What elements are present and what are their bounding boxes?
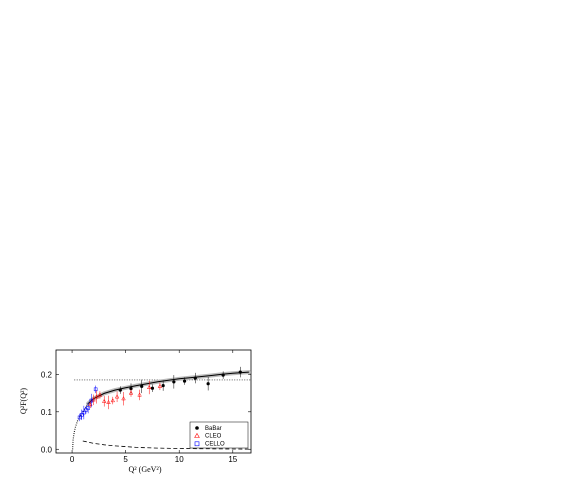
babar-point <box>118 388 122 392</box>
babar-point <box>221 373 225 377</box>
babar-point <box>193 376 197 380</box>
y-tick-label: 0.2 <box>41 370 53 379</box>
legend-cleo-marker <box>194 432 200 438</box>
x-axis-title: Q² (GeV²) <box>128 465 161 474</box>
cello-point <box>93 387 98 392</box>
cleo-point <box>110 398 116 403</box>
x-tick-label: 0 <box>70 455 75 464</box>
cleo-point <box>114 394 120 399</box>
cleo-point <box>91 397 96 402</box>
cello-point <box>89 398 94 403</box>
cleo-point <box>101 398 107 403</box>
cello-point <box>86 406 90 410</box>
legend-cello-label: CELLO <box>205 442 225 448</box>
babar-point <box>161 383 165 388</box>
cello-point <box>77 415 82 420</box>
x-tick-label: 5 <box>123 455 128 464</box>
cleo-point <box>146 384 152 390</box>
y-axis-title: Q²F(Q²) <box>19 388 28 414</box>
cello-point <box>84 408 88 412</box>
legend-cleo-label: CLEO <box>205 434 222 440</box>
legend-babar-label: BaBar <box>205 426 222 432</box>
babar-point <box>238 370 242 374</box>
plot-frame <box>55 349 252 454</box>
cleo-point <box>94 394 99 399</box>
x-tick-label: 15 <box>228 455 237 464</box>
cleo-point <box>97 392 103 397</box>
cello-point <box>82 410 86 415</box>
legend: BaBar CLEO CELLO <box>189 421 249 449</box>
y-tick-label: 0.0 <box>41 445 53 454</box>
cleo-point <box>157 383 163 388</box>
cleo-point <box>137 392 142 397</box>
legend-babar-marker <box>195 426 199 430</box>
x-tick-label: 10 <box>175 455 184 464</box>
points-group <box>77 366 242 422</box>
cleo-point <box>106 399 111 404</box>
babar-point <box>150 386 155 390</box>
babar-point <box>129 386 133 391</box>
cleo-point <box>128 390 134 395</box>
cleo-point <box>121 396 126 401</box>
legend-box <box>189 421 249 449</box>
babar-point <box>206 382 210 386</box>
legend-cello-marker <box>194 441 200 447</box>
cello-point <box>79 413 84 417</box>
babar-point <box>182 379 187 383</box>
babar-point <box>172 380 176 384</box>
babar-point <box>140 384 144 388</box>
theory-curve <box>87 371 249 404</box>
low-q2-dotted-curve <box>72 403 89 450</box>
dashed-curve <box>82 440 249 450</box>
y-tick-label: 0.1 <box>41 408 53 417</box>
theory-uncertainty-band <box>86 370 251 406</box>
